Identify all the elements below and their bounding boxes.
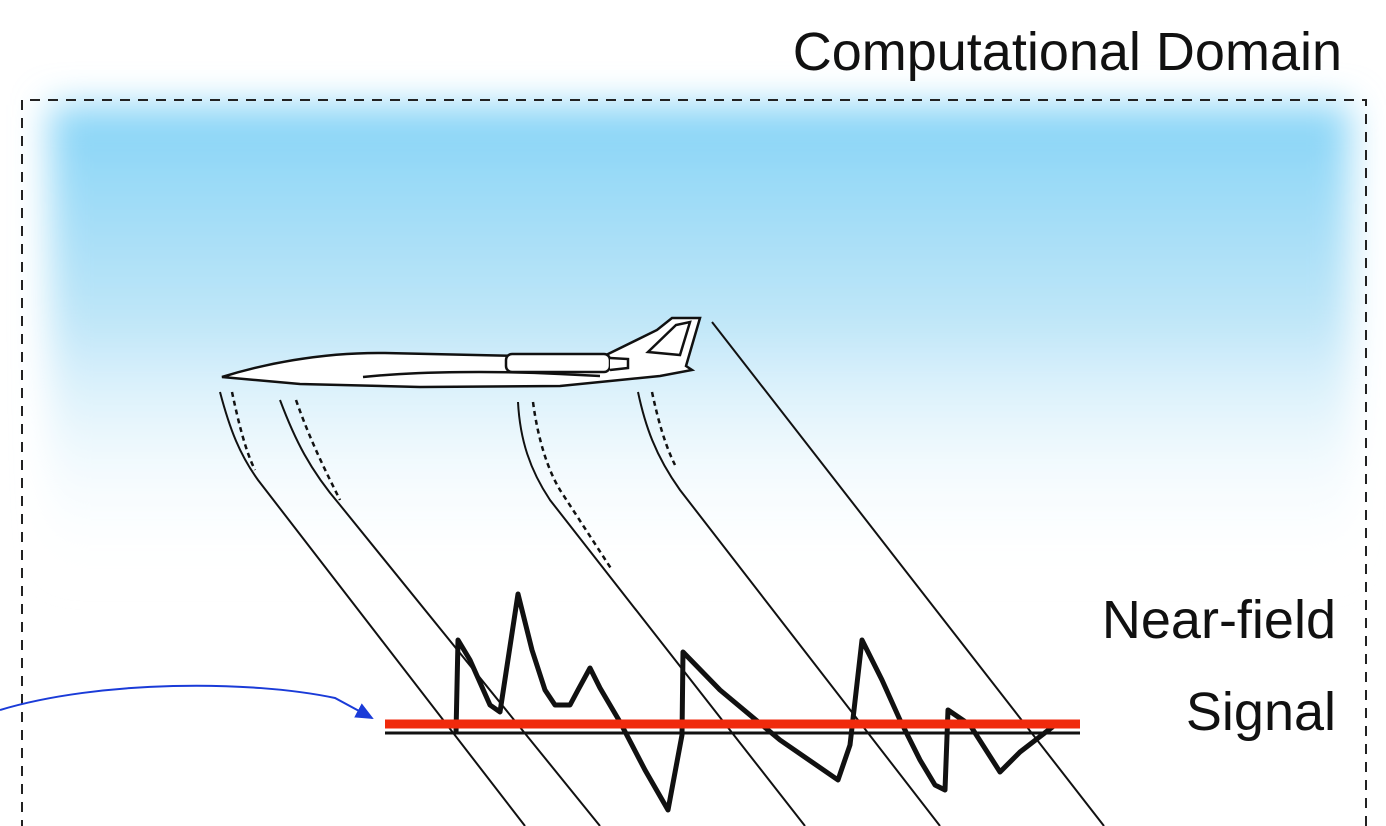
arrow	[0, 686, 372, 718]
diagram: Computational Domain Near-field Signal	[0, 0, 1386, 826]
page: Computational Domain Near-field Signal (…	[0, 0, 1386, 826]
signal-label: Signal	[1186, 682, 1336, 742]
waveform	[456, 594, 1055, 810]
near-field-label: Near-field	[1102, 590, 1336, 650]
sky-gradient	[50, 105, 1350, 585]
domain-label: Computational Domain	[793, 22, 1342, 82]
